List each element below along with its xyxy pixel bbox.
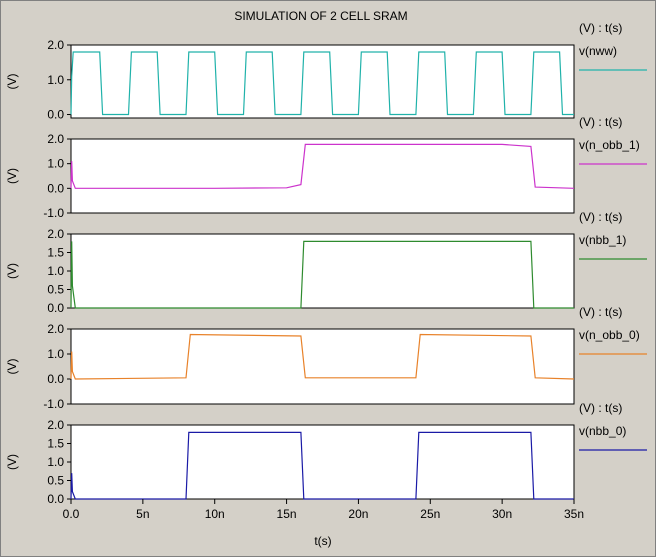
y-tick-label: 0.0 — [47, 301, 64, 315]
panel-n_obb_0: -1.0 0.0 1.0 2.0 (V) (V) : t(s) v(n_obb_0) — [5, 305, 647, 411]
y-tick-label: 0.0 — [47, 372, 64, 386]
y-axis-label: (V) — [5, 263, 19, 279]
y-tick-label: 0.0 — [47, 181, 64, 195]
y-tick-label: 1.0 — [47, 455, 64, 469]
x-axis-label: t(s) — [314, 534, 331, 548]
series-line-n_obb_0 — [70, 333, 575, 380]
y-axis-label: (V) — [5, 359, 19, 375]
panel-header: (V) : t(s) — [579, 210, 622, 224]
y-tick-label: -1.0 — [43, 397, 64, 411]
series-line-nww — [70, 51, 574, 116]
y-tick-label: 1.0 — [47, 157, 64, 171]
panel-nbb_0: 0.0 0.5 1.0 1.5 2.0 (V) (V) : t(s) v(nbb_0) — [5, 401, 647, 506]
y-tick-label: 2.0 — [47, 227, 64, 241]
y-axis-label: (V) — [5, 74, 19, 90]
x-tick-label: 5n — [136, 507, 149, 521]
y-tick-label: 1.0 — [47, 73, 64, 87]
panel-header: (V) : t(s) — [579, 401, 622, 415]
x-tick-label: 20n — [348, 507, 368, 521]
x-tick-label: 25n — [420, 507, 440, 521]
legend-label-nbb_1: v(nbb_1) — [579, 233, 626, 247]
panels-group: 0.0 1.0 2.0 (V) (V) : t(s) v(nww) -1.0 0.0 1.0 2.… — [5, 21, 647, 506]
y-tick-label: 2.0 — [47, 38, 64, 52]
plot-area — [70, 138, 575, 214]
legend-label-nww: v(nww) — [579, 44, 617, 58]
x-tick-label: 10n — [205, 507, 225, 521]
plot-area — [70, 44, 575, 119]
panel-nbb_1: 0.0 0.5 1.0 1.5 2.0 (V) (V) : t(s) v(nbb_1) — [5, 210, 647, 315]
legend-label-n_obb_0: v(n_obb_0) — [579, 328, 640, 342]
series-line-n_obb_1 — [70, 143, 575, 189]
y-tick-label: -1.0 — [43, 206, 64, 220]
plot-area — [70, 424, 575, 500]
y-tick-label: 1.0 — [47, 347, 64, 361]
x-tick-label: 35n — [564, 507, 584, 521]
series-line-nbb_0 — [70, 431, 574, 500]
y-tick-label: 2.0 — [47, 132, 64, 146]
y-tick-label: 2.0 — [47, 322, 64, 336]
legend-label-nbb_0: v(nbb_0) — [579, 424, 626, 438]
y-tick-label: 1.0 — [47, 264, 64, 278]
series-line-nbb_1 — [70, 240, 574, 309]
panel-nww: 0.0 1.0 2.0 (V) (V) : t(s) v(nww) — [5, 21, 647, 122]
y-axis-label: (V) — [5, 454, 19, 470]
plot-area — [70, 328, 575, 405]
y-tick-label: 0.0 — [47, 492, 64, 506]
y-tick-label: 0.0 — [47, 108, 64, 122]
x-tick-label: 15n — [277, 507, 297, 521]
legend-label-n_obb_1: v(n_obb_1) — [579, 138, 640, 152]
x-tick-label: 30n — [492, 507, 512, 521]
y-tick-label: 1.5 — [47, 246, 64, 260]
panel-header: (V) : t(s) — [579, 115, 622, 129]
x-axis: 0.0 5n 10n 15n 20n 25n 30n 35n — [63, 499, 584, 521]
y-tick-label: 1.5 — [47, 437, 64, 451]
y-tick-label: 0.5 — [47, 474, 64, 488]
panel-header: (V) : t(s) — [579, 21, 622, 35]
y-tick-label: 0.5 — [47, 283, 64, 297]
panel-header: (V) : t(s) — [579, 305, 622, 319]
y-axis-label: (V) — [5, 168, 19, 184]
plot-area — [70, 233, 575, 309]
panel-n_obb_1: -1.0 0.0 1.0 2.0 (V) (V) : t(s) v(n_obb_1) — [5, 115, 647, 220]
chart-title: SIMULATION OF 2 CELL SRAM — [234, 9, 407, 23]
y-tick-label: 2.0 — [47, 418, 64, 432]
x-tick-label: 0.0 — [63, 507, 80, 521]
